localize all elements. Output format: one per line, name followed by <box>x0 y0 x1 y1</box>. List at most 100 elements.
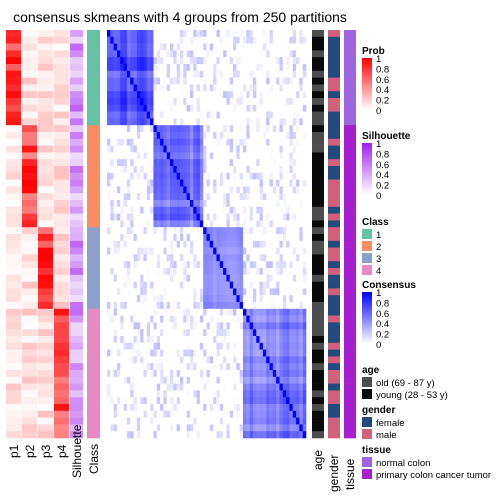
consensus-cell <box>289 159 294 167</box>
consensus-cell <box>199 30 204 38</box>
consensus-cell <box>173 410 177 418</box>
consensus-cell <box>136 193 141 201</box>
prob-cell-p3 <box>38 57 53 65</box>
consensus-cell <box>249 186 254 194</box>
consensus-cell <box>282 261 287 269</box>
consensus-cell <box>236 268 240 276</box>
consensus-cell <box>282 172 287 180</box>
consensus-cell <box>113 410 118 418</box>
consensus-cell <box>279 397 284 405</box>
consensus-cell <box>189 247 194 255</box>
consensus-cell <box>196 166 201 174</box>
consensus-cell <box>166 91 171 99</box>
consensus-cell <box>133 431 138 439</box>
consensus-cell <box>226 70 231 78</box>
consensus-cell <box>136 213 141 221</box>
consensus-cell <box>282 125 287 133</box>
consensus-cell <box>223 206 227 214</box>
consensus-cell <box>126 30 131 38</box>
consensus-cell <box>143 234 148 242</box>
column-label-silhouette: Silhouette <box>70 424 84 478</box>
consensus-cell <box>219 104 224 112</box>
consensus-cell <box>272 349 277 357</box>
consensus-cell <box>249 111 254 119</box>
consensus-cell <box>136 274 141 282</box>
prob-legend-tick: 0 <box>376 106 381 117</box>
consensus-cell <box>233 342 237 350</box>
consensus-cell <box>269 376 274 384</box>
consensus-cell <box>266 159 270 167</box>
consensus-cell <box>130 281 134 289</box>
consensus-cell <box>209 356 214 364</box>
tissue-cell <box>344 247 356 255</box>
consensus-cell <box>216 57 221 65</box>
consensus-cell <box>176 138 181 146</box>
consensus-cell <box>146 342 151 350</box>
consensus-cell <box>123 431 128 439</box>
consensus-cell <box>183 363 187 371</box>
consensus-cell <box>166 322 171 330</box>
consensus-cell <box>266 213 270 221</box>
prob-cell-p1 <box>6 295 21 303</box>
consensus-cell <box>223 329 227 337</box>
consensus-cell <box>183 397 187 405</box>
consensus-cell <box>236 383 240 391</box>
consensus-cell <box>203 336 207 344</box>
prob-cell-p4 <box>54 254 69 262</box>
consensus-cell <box>266 104 270 112</box>
consensus-cell <box>236 240 240 248</box>
consensus-cell <box>216 349 221 357</box>
consensus-cell <box>130 376 134 384</box>
consensus-cell <box>136 295 141 303</box>
consensus-cell <box>193 308 197 316</box>
tissue-cell <box>344 240 356 248</box>
consensus-cell <box>196 193 201 201</box>
consensus-cell <box>249 125 254 133</box>
consensus-cell <box>279 138 284 146</box>
consensus-cell <box>107 417 111 425</box>
class-cell <box>87 104 100 112</box>
consensus-cell <box>126 206 131 214</box>
consensus-cell <box>126 111 131 119</box>
consensus-cell <box>133 254 138 262</box>
consensus-cell <box>276 308 280 316</box>
consensus-cell <box>262 397 267 405</box>
consensus-cell <box>252 390 257 398</box>
consensus-cell <box>242 329 247 337</box>
consensus-cell <box>226 166 231 174</box>
consensus-cell <box>292 159 297 167</box>
consensus-cell <box>219 200 224 208</box>
consensus-cell <box>113 111 118 119</box>
gender-cell <box>328 281 340 289</box>
consensus-cell <box>150 349 154 357</box>
consensus-cell <box>262 268 267 276</box>
consensus-cell <box>150 159 154 167</box>
consensus-cell <box>256 295 260 303</box>
consensus-cell <box>286 220 290 228</box>
consensus-cell <box>233 417 237 425</box>
consensus-cell <box>113 64 118 72</box>
consensus-cell <box>153 172 158 180</box>
consensus-cell <box>153 383 158 391</box>
consensus-cell <box>193 152 197 160</box>
consensus-cell <box>173 281 177 289</box>
consensus-cell <box>126 70 131 78</box>
consensus-cell <box>110 363 114 371</box>
prob-cell-p3 <box>38 70 53 78</box>
consensus-cell <box>239 193 244 201</box>
consensus-cell <box>256 36 260 44</box>
consensus-cell <box>302 322 307 330</box>
prob-cell-p3 <box>38 227 53 235</box>
consensus-cell <box>292 302 297 310</box>
consensus-cell <box>239 254 244 262</box>
consensus-cell <box>282 247 287 255</box>
consensus-cell <box>126 261 131 269</box>
consensus-cell <box>279 234 284 242</box>
consensus-cell <box>302 118 307 126</box>
consensus-cell <box>242 397 247 405</box>
consensus-cell <box>289 274 294 282</box>
consensus-cell <box>209 77 214 85</box>
prob-cell-p2 <box>22 261 37 269</box>
consensus-cell <box>249 397 254 405</box>
consensus-cell <box>213 370 217 378</box>
